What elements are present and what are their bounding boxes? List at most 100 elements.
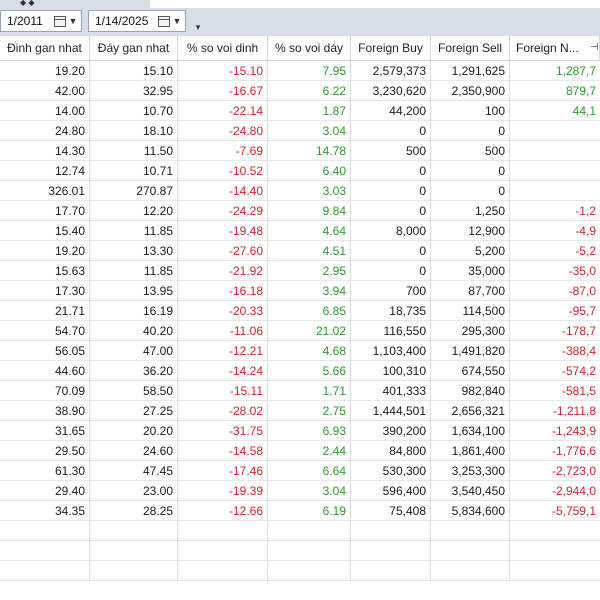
table-row[interactable]: 19.20 13.30 -27.60 4.51 0 5,200 -5,2 [0,241,600,261]
calendar-icon[interactable] [158,15,170,27]
table-cell: 530,300 [351,461,431,481]
table-cell: 15.10 [90,61,178,81]
table-cell: -14.24 [178,361,268,381]
table-cell: 27.25 [90,401,178,421]
table-row[interactable]: 61.30 47.45 -17.46 6.64 530,300 3,253,300 -2,7… [0,461,600,481]
table-cell: 54.70 [0,321,90,341]
table-cell: -7.69 [178,141,268,161]
column-header[interactable]: Foreign Buy [351,36,431,60]
table-row[interactable]: 24.80 18.10 -24.80 3.04 0 0 [0,121,600,141]
column-header[interactable]: Foreign Sell [431,36,510,60]
table-row[interactable] [0,521,600,541]
table-row[interactable]: 34.35 28.25 -12.66 6.19 75,408 5,834,600 -5,75… [0,501,600,521]
column-header[interactable]: % so voi dinh [178,36,268,60]
table-row[interactable]: 54.70 40.20 -11.06 21.02 116,550 295,300 -178,… [0,321,600,341]
table-cell [510,161,600,181]
table-cell: -15.10 [178,61,268,81]
table-cell: 6.85 [268,301,351,321]
table-cell: 61.30 [0,461,90,481]
table-cell: 3.03 [268,181,351,201]
column-header[interactable]: % so voi dáy [268,36,351,60]
table-cell: 35,000 [431,261,510,281]
table-row[interactable]: 29.50 24.60 -14.58 2.44 84,800 1,861,400 -1,77… [0,441,600,461]
table-cell: -4,9 [575,224,596,238]
table-cell: 3,230,620 [351,81,431,101]
table-row[interactable]: 44.60 36.20 -14.24 5.66 100,310 674,550 -574,2 [0,361,600,381]
table-cell: -178,7 [561,324,596,338]
table-cell: 12,900 [431,221,510,241]
table-cell: 56.05 [0,341,90,361]
table-cell: 36.20 [90,361,178,381]
table-row[interactable]: 14.30 11.50 -7.69 14.78 500 500 [0,141,600,161]
table-cell: 3,253,300 [431,461,510,481]
table-cell [90,541,178,561]
table-cell: 24.60 [90,441,178,461]
table-cell: 21.71 [0,301,90,321]
table-row[interactable]: 17.70 12.20 -24.29 9.84 0 1,250 -1,2 [0,201,600,221]
table-cell [510,541,600,561]
date-from-value: 1/2011 [7,14,43,28]
table-row[interactable]: 14.00 10.70 -22.14 1.87 44,200 100 44,1 [0,101,600,121]
date-to-value: 1/14/2025 [95,14,149,28]
table-row[interactable]: 17.30 13.95 -16.18 3.94 700 87,700 -87,0 [0,281,600,301]
table-row[interactable]: 38.90 27.25 -28.02 2.75 1,444,501 2,656,321 -1… [0,401,600,421]
window-control-icon[interactable]: ◆ ◆ [20,0,35,7]
table-row[interactable]: 56.05 47.00 -12.21 4.68 1,103,400 1,491,820 -3… [0,341,600,361]
grid-header: Đinh gan nhat Đáy gan nhat % so voi dinh… [0,36,600,61]
table-cell: -16.18 [178,281,268,301]
table-cell: 700 [351,281,431,301]
table-cell [178,561,268,581]
table-cell: -14.40 [178,181,268,201]
table-cell: -87,0 [568,284,596,298]
table-cell: 58.50 [90,381,178,401]
table-cell: 6.22 [268,81,351,101]
table-cell: 500 [351,141,431,161]
table-cell: 47.00 [90,341,178,361]
table-cell: 11.85 [90,261,178,281]
table-cell: 6.19 [268,501,351,521]
column-header[interactable]: Đáy gan nhat [90,36,178,60]
table-cell [351,561,431,581]
column-header[interactable]: Đinh gan nhat [0,36,90,60]
table-cell: 15.63 [0,261,90,281]
top-strip: ◆ ◆ [0,0,600,9]
table-row[interactable]: 326.01 270.87 -14.40 3.03 0 0 [0,181,600,201]
table-cell: 0 [351,161,431,181]
pin-icon[interactable]: ⊣ [590,42,599,53]
table-cell: 34.35 [0,501,90,521]
table-cell: -28.02 [178,401,268,421]
table-cell: -12.66 [178,501,268,521]
table-cell: 7.95 [268,61,351,81]
data-grid: Đinh gan nhat Đáy gan nhat % so voi dinh… [0,36,600,600]
table-row[interactable]: 31.65 20.20 -31.75 6.93 390,200 1,634,100 -1,2… [0,421,600,441]
table-cell: 982,840 [431,381,510,401]
dropdown-arrow-icon[interactable]: ▼ [172,16,182,26]
date-to-picker[interactable]: 1/14/2025 ▼ [88,10,186,32]
table-cell: 674,550 [431,361,510,381]
dropdown-arrow-icon[interactable]: ▼ [68,16,78,26]
table-cell [510,141,600,161]
table-cell: 401,333 [351,381,431,401]
column-header[interactable]: Foreign N... [510,36,600,60]
table-cell: 0 [351,261,431,281]
table-row[interactable]: 12.74 10.71 -10.52 6.40 0 0 [0,161,600,181]
table-row[interactable]: 42.00 32.95 -16.67 6.22 3,230,620 2,350,900 87… [0,81,600,101]
date-filter-toolbar: 1/2011 ▼ 1/14/2025 ▼ ▾ [0,8,600,37]
filter-icon[interactable]: ▾ [195,22,201,32]
table-row[interactable]: 15.63 11.85 -21.92 2.95 0 35,000 -35,0 [0,261,600,281]
table-cell: -1,2 [575,204,596,218]
table-cell: -5,759,1 [551,504,596,518]
table-row[interactable]: 70.09 58.50 -15.11 1.71 401,333 982,840 -581,5 [0,381,600,401]
table-cell: 3.04 [268,481,351,501]
table-row[interactable]: 15.40 11.85 -19.48 4.64 8,000 12,900 -4,9 [0,221,600,241]
table-row[interactable] [0,541,600,561]
calendar-icon[interactable] [54,15,66,27]
date-from-picker[interactable]: 1/2011 ▼ [0,10,82,32]
table-cell: -17.46 [178,461,268,481]
table-row[interactable]: 21.71 16.19 -20.33 6.85 18,735 114,500 -95,7 [0,301,600,321]
table-cell [510,521,600,541]
table-row[interactable]: 19.20 15.10 -15.10 7.95 2,579,373 1,291,625 1,… [0,61,600,81]
table-row[interactable] [0,561,600,581]
table-row[interactable]: 29.40 23.00 -19.39 3.04 596,400 3,540,450 -2,9… [0,481,600,501]
table-cell: 17.70 [0,201,90,221]
